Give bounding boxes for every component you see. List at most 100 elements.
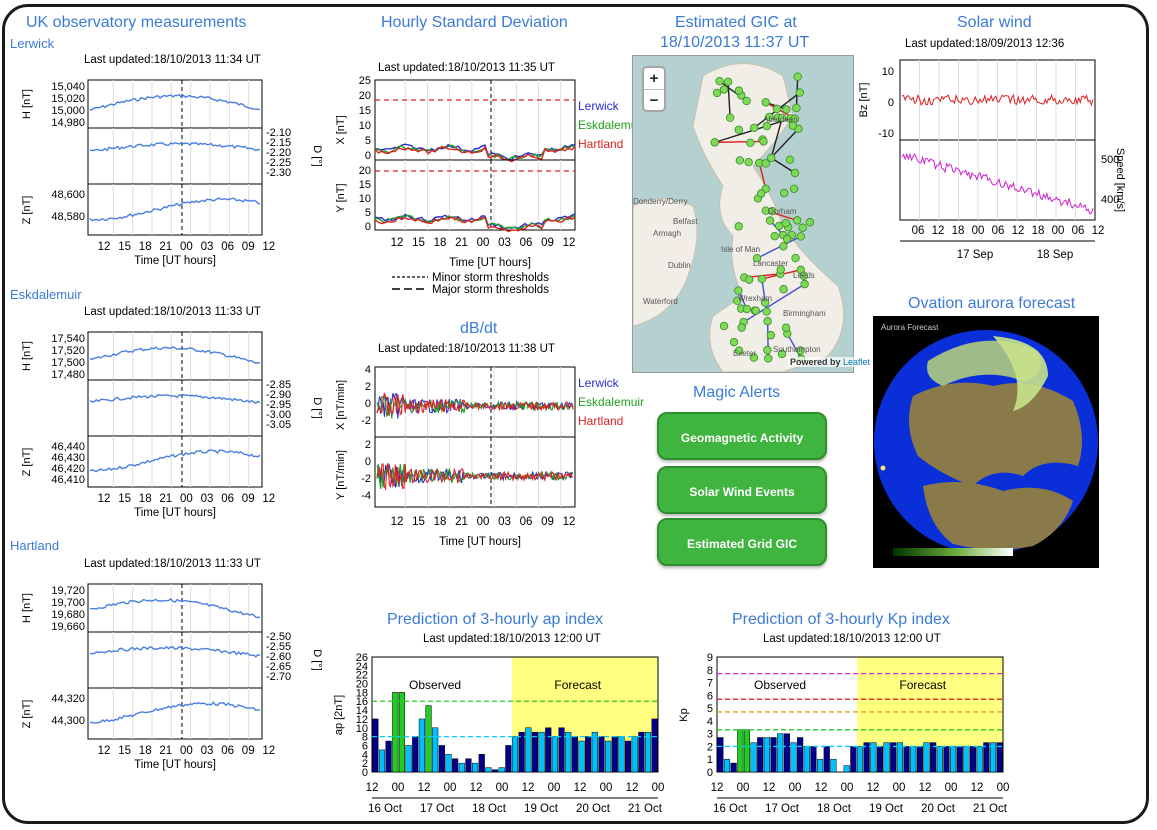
hsd-updated: Last updated:18/10/2013 11:35 UT bbox=[378, 62, 555, 74]
aurora-forecast-image[interactable]: Aurora Forecast bbox=[873, 316, 1099, 568]
mag-panel-frame bbox=[87, 79, 263, 129]
mag-h-axis-label: H [nT] bbox=[21, 341, 33, 371]
chart-y-tick: 6 bbox=[707, 690, 713, 702]
dbdt-x-tick: 15 bbox=[412, 516, 425, 528]
index-bar bbox=[823, 746, 830, 773]
map-substation-marker bbox=[723, 77, 733, 86]
chart-x-tick: 12 bbox=[366, 782, 379, 794]
map-place-label: Wrexham bbox=[738, 294, 772, 303]
hsd-x-tick: 09 bbox=[541, 237, 554, 249]
chart-x-tick: 12 bbox=[971, 782, 984, 794]
map-substation-marker bbox=[729, 337, 739, 347]
chart-y-tick: 4 bbox=[362, 749, 368, 761]
map-substation-marker bbox=[760, 298, 770, 307]
map-attribution: Powered by Leaflet bbox=[788, 357, 873, 367]
station-name-eskdalemuir[interactable]: Eskdalemuir bbox=[10, 287, 82, 302]
station-name-hartland[interactable]: Hartland bbox=[10, 538, 60, 553]
chart-date-label: 18 Oct bbox=[817, 803, 852, 815]
dbdt-x-tick: 09 bbox=[541, 516, 554, 528]
map-place-label: Durham bbox=[768, 207, 797, 216]
dbdt-y-tick: 0 bbox=[365, 398, 371, 410]
kp-title: Prediction of 3-hourly Kp index bbox=[732, 611, 950, 628]
hsd-x-tick: 12 bbox=[391, 237, 404, 249]
dbdt-legend-entry: Lerwick bbox=[578, 376, 620, 390]
sw-bz-tick: -10 bbox=[878, 128, 894, 140]
index-bar bbox=[491, 769, 499, 773]
dbdt-y-axis-label: Y [nT/min] bbox=[335, 450, 347, 500]
chart-x-tick: 12 bbox=[867, 782, 880, 794]
map-substation-marker bbox=[763, 317, 772, 326]
map-land-ireland bbox=[633, 198, 698, 327]
zoom-in-button[interactable]: + bbox=[644, 68, 664, 90]
map-substation-marker bbox=[798, 223, 807, 232]
hsd-x-tick: 03 bbox=[498, 237, 511, 249]
geomagnetic-activity-button[interactable]: Geomagnetic Activity bbox=[657, 412, 827, 460]
gic-map[interactable]: Aberdeen Donderry/Derry Belfast Armagh Dubli… bbox=[632, 55, 854, 373]
dbdt-x-tick: 18 bbox=[434, 516, 447, 528]
mag-h-tick: 17,520 bbox=[51, 345, 85, 357]
mag-x-tick: 12 bbox=[262, 745, 275, 757]
chart-y-tick: 14 bbox=[356, 705, 368, 717]
zoom-out-button[interactable]: − bbox=[649, 92, 659, 109]
chart-y-tick: 7 bbox=[707, 678, 713, 690]
chart-x-tick: 12 bbox=[763, 782, 776, 794]
chart-y-tick: 12 bbox=[356, 714, 368, 726]
map-grid-line bbox=[756, 235, 802, 259]
mag-x-tick: 06 bbox=[221, 241, 234, 253]
hsd-y-tick: 5 bbox=[365, 207, 371, 219]
map-place-label: Birmingham bbox=[783, 309, 826, 318]
mag-trace bbox=[89, 346, 261, 364]
estimated-grid-gic-button[interactable]: Estimated Grid GIC bbox=[657, 518, 827, 566]
chart-y-tick: 24 bbox=[356, 661, 368, 673]
index-bar bbox=[830, 758, 837, 773]
dbdt-x-label: Time [UT hours] bbox=[439, 536, 521, 548]
kp-updated: Last updated:18/10/2013 12:00 UT bbox=[763, 633, 941, 645]
solar-wind-events-button[interactable]: Solar Wind Events bbox=[657, 466, 827, 514]
chart-y-tick: 2 bbox=[362, 758, 368, 770]
chart-x-tick: 00 bbox=[444, 782, 457, 794]
hsd-y-tick: 20 bbox=[359, 165, 371, 177]
chart-x-tick: 00 bbox=[548, 782, 561, 794]
sw-x-tick: 06 bbox=[912, 225, 925, 237]
map-place-label: Aberdeen bbox=[763, 115, 798, 124]
chart-x-tick: 00 bbox=[737, 782, 750, 794]
index-bar bbox=[743, 729, 751, 773]
mag-trace bbox=[89, 393, 261, 405]
ap-title: Prediction of 3-hourly ap index bbox=[387, 611, 604, 628]
map-place-label: Isle of Man bbox=[721, 245, 760, 254]
chart-y-tick: 18 bbox=[356, 687, 368, 699]
mag-d-tick: -2.65 bbox=[266, 661, 291, 673]
map-substation-marker bbox=[751, 306, 760, 315]
mag-d-tick: -2.30 bbox=[266, 167, 291, 179]
sw-x-tick: 12 bbox=[932, 225, 945, 237]
hsd-x-axis-label: X [nT] bbox=[335, 115, 347, 144]
chart-date-label: 19 Oct bbox=[524, 803, 559, 815]
chart-x-tick: 00 bbox=[789, 782, 802, 794]
map-substation-marker bbox=[766, 153, 776, 163]
index-bar bbox=[910, 746, 917, 773]
index-bar bbox=[950, 746, 957, 773]
index-bar bbox=[723, 758, 731, 773]
station-name-lerwick[interactable]: Lerwick bbox=[10, 36, 55, 51]
leaflet-link[interactable]: Leaflet bbox=[843, 357, 871, 367]
index-bar bbox=[505, 745, 512, 773]
mag-d-tick: -2.85 bbox=[266, 379, 291, 391]
hsd-y-tick: 0 bbox=[365, 221, 371, 233]
index-bar bbox=[618, 736, 625, 773]
mag-d-tick: -2.95 bbox=[266, 399, 291, 411]
aurora-globe: Aurora Forecast bbox=[874, 323, 1098, 556]
map-substation-marker bbox=[782, 234, 792, 244]
index-bar bbox=[511, 736, 519, 773]
index-bar bbox=[565, 731, 572, 773]
map-substation-marker bbox=[734, 222, 743, 231]
map-substation-marker bbox=[792, 216, 802, 225]
dbdt-trace bbox=[376, 392, 574, 416]
map-substation-marker bbox=[779, 242, 788, 251]
index-bar bbox=[943, 746, 950, 773]
mag-z-axis-label: Z [nT] bbox=[21, 448, 33, 477]
map-grid-line bbox=[714, 140, 764, 144]
eskdalemuir-updated: Last updated:18/10/2013 11:33 UT bbox=[84, 306, 261, 318]
mag-d-axis-label: D [°] bbox=[311, 649, 323, 671]
index-bar bbox=[817, 758, 824, 773]
chart-y-tick: 20 bbox=[356, 679, 368, 691]
